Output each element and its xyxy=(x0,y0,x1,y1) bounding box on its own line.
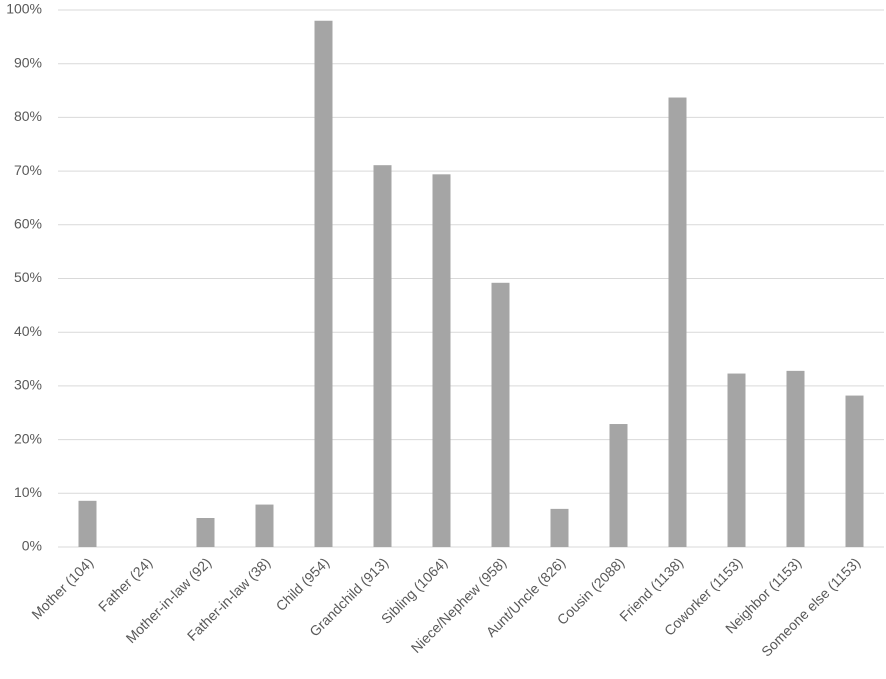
bar xyxy=(255,504,274,547)
bar xyxy=(845,395,864,547)
y-tick-label: 90% xyxy=(14,54,42,70)
bar xyxy=(550,508,569,547)
y-tick-label: 50% xyxy=(14,269,42,285)
bar xyxy=(196,518,215,547)
bar xyxy=(432,174,451,547)
bar xyxy=(373,165,392,547)
bar xyxy=(314,20,333,548)
bar xyxy=(727,373,746,547)
y-tick-label: 80% xyxy=(14,108,42,124)
y-tick-label: 70% xyxy=(14,162,42,178)
x-tick-label: Father (24) xyxy=(95,554,155,614)
x-tick-label: Mother (104) xyxy=(28,554,96,622)
x-tick-label: Someone else (1153) xyxy=(758,554,863,659)
x-tick-label: Child (954) xyxy=(273,554,333,614)
y-tick-label: 0% xyxy=(22,538,42,554)
bar xyxy=(786,370,805,547)
bar xyxy=(78,500,97,547)
bar xyxy=(609,424,628,547)
y-tick-label: 20% xyxy=(14,430,42,446)
bar xyxy=(491,282,510,547)
y-tick-label: 10% xyxy=(14,484,42,500)
y-tick-label: 40% xyxy=(14,323,42,339)
y-tick-label: 100% xyxy=(6,1,42,17)
bar xyxy=(668,97,687,547)
y-tick-label: 60% xyxy=(14,216,42,232)
y-tick-label: 30% xyxy=(14,377,42,393)
